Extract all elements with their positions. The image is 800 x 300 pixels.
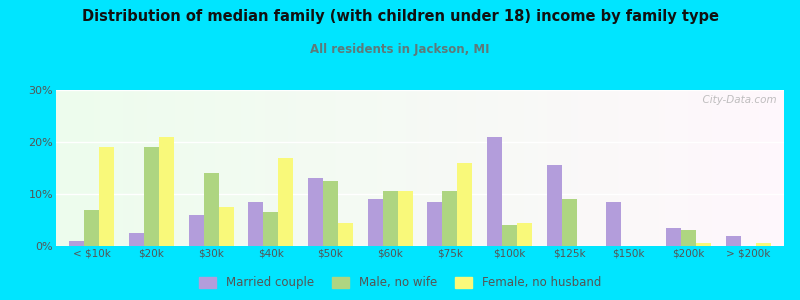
Bar — [278, 158, 293, 246]
Bar — [218, 207, 234, 246]
Bar — [338, 223, 353, 246]
Bar — [84, 210, 99, 246]
Bar — [204, 173, 218, 246]
Bar — [666, 228, 681, 246]
Text: All residents in Jackson, MI: All residents in Jackson, MI — [310, 44, 490, 56]
Bar — [99, 147, 114, 246]
Bar — [458, 163, 472, 246]
Bar — [681, 230, 696, 246]
Bar — [517, 223, 532, 246]
Bar — [442, 191, 458, 246]
Bar — [189, 215, 204, 246]
Bar — [756, 243, 770, 246]
Text: City-Data.com: City-Data.com — [696, 95, 777, 105]
Bar — [249, 202, 263, 246]
Bar — [323, 181, 338, 246]
Bar — [606, 202, 622, 246]
Bar — [562, 199, 577, 246]
Bar — [427, 202, 442, 246]
Bar — [547, 165, 562, 246]
Bar — [502, 225, 517, 246]
Bar — [696, 243, 711, 246]
Legend: Married couple, Male, no wife, Female, no husband: Married couple, Male, no wife, Female, n… — [194, 272, 606, 294]
Bar — [487, 137, 502, 246]
Bar — [263, 212, 278, 246]
Bar — [398, 191, 413, 246]
Bar — [308, 178, 323, 246]
Bar — [368, 199, 382, 246]
Bar — [70, 241, 84, 246]
Bar — [144, 147, 159, 246]
Bar — [382, 191, 398, 246]
Bar — [159, 137, 174, 246]
Bar — [726, 236, 741, 246]
Bar — [129, 233, 144, 246]
Text: Distribution of median family (with children under 18) income by family type: Distribution of median family (with chil… — [82, 9, 718, 24]
